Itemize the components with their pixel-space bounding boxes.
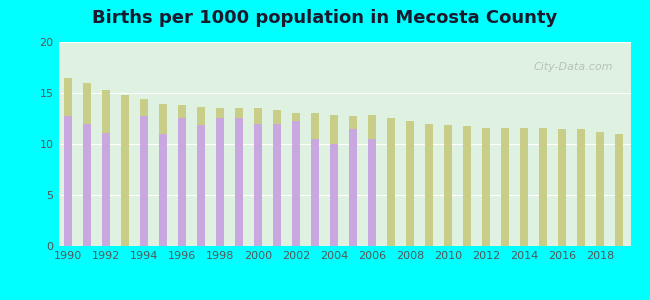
Bar: [64, 116, 72, 246]
Bar: [178, 105, 186, 246]
Bar: [235, 108, 243, 246]
Bar: [178, 118, 186, 246]
Bar: [444, 124, 452, 246]
Bar: [369, 116, 376, 246]
Bar: [102, 133, 110, 246]
Bar: [292, 121, 300, 246]
Bar: [216, 108, 224, 246]
Bar: [425, 124, 434, 246]
Bar: [311, 113, 319, 246]
Bar: [463, 126, 471, 246]
Bar: [140, 99, 148, 246]
Bar: [482, 128, 490, 246]
Text: City-Data.com: City-Data.com: [534, 62, 614, 72]
Bar: [159, 104, 167, 246]
Bar: [349, 116, 358, 246]
Bar: [273, 110, 281, 246]
Bar: [577, 129, 585, 246]
Bar: [406, 121, 414, 246]
Bar: [102, 90, 110, 246]
Bar: [254, 108, 262, 246]
Bar: [369, 139, 376, 246]
Bar: [558, 129, 566, 246]
Bar: [121, 95, 129, 246]
Bar: [520, 128, 528, 246]
Bar: [596, 132, 605, 246]
Bar: [330, 144, 338, 246]
Bar: [197, 107, 205, 246]
Text: Births per 1000 population in Mecosta County: Births per 1000 population in Mecosta Co…: [92, 9, 558, 27]
Bar: [197, 124, 205, 246]
Bar: [292, 113, 300, 246]
Bar: [83, 124, 91, 246]
Bar: [159, 134, 167, 246]
Bar: [216, 118, 224, 246]
Bar: [235, 118, 243, 246]
Bar: [254, 124, 262, 246]
Bar: [273, 124, 281, 246]
Bar: [83, 83, 91, 246]
Bar: [311, 139, 319, 246]
Bar: [540, 128, 547, 246]
Bar: [387, 118, 395, 246]
Bar: [140, 116, 148, 246]
Bar: [349, 129, 358, 246]
Bar: [616, 134, 623, 246]
Bar: [64, 78, 72, 246]
Bar: [330, 116, 338, 246]
Bar: [501, 128, 509, 246]
